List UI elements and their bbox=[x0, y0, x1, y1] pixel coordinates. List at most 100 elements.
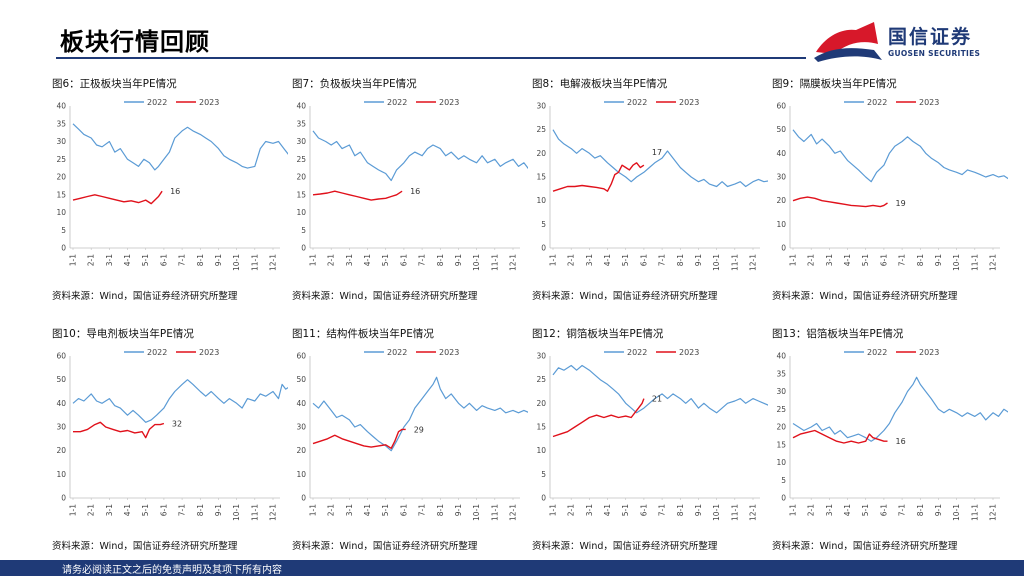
y-tick-label: 0 bbox=[301, 244, 306, 253]
x-tick-label: 2-1 bbox=[87, 254, 96, 266]
x-tick-label: 6-1 bbox=[879, 254, 888, 266]
x-tick-label: 3-1 bbox=[105, 254, 114, 266]
x-tick-label: 10-1 bbox=[952, 504, 961, 521]
end-value-label: 29 bbox=[414, 425, 424, 434]
x-tick-label: 3-1 bbox=[825, 254, 834, 266]
x-tick-label: 10-1 bbox=[232, 504, 241, 521]
series-line-2022 bbox=[312, 376, 528, 452]
y-tick-label: 15 bbox=[56, 190, 66, 199]
source-note: 资料来源：Wind，国信证券经济研究所整理 bbox=[292, 541, 478, 552]
legend-label: 2022 bbox=[147, 98, 167, 107]
x-tick-label: 2-1 bbox=[807, 254, 816, 266]
line-chart: 0 5 10 15 20 25 30 1-1 2-1 3-1 4-1 5-1 6-1 7-1 8-1 9-1 1… bbox=[536, 98, 768, 271]
x-tick-label: 9-1 bbox=[934, 504, 943, 516]
x-tick-label: 4-1 bbox=[123, 254, 132, 266]
x-tick-label: 1-1 bbox=[69, 254, 78, 266]
x-tick-label: 9-1 bbox=[934, 254, 943, 266]
y-tick-label: 15 bbox=[776, 440, 786, 449]
legend-label: 2022 bbox=[867, 98, 887, 107]
series-line-2022 bbox=[312, 130, 528, 182]
legend-label: 2023 bbox=[439, 98, 459, 107]
x-tick-label: 1-1 bbox=[69, 504, 78, 516]
y-tick-label: 5 bbox=[541, 470, 546, 479]
y-tick-label: 0 bbox=[781, 244, 786, 253]
x-tick-label: 11-1 bbox=[250, 504, 259, 521]
chart-panel: 图9：隔膜板块当年PE情况 0 10 20 30 40 50 60 1-1 2-1 3-1 4-1 5-… bbox=[772, 76, 1008, 316]
y-tick-label: 30 bbox=[56, 137, 66, 146]
x-tick-label: 12-1 bbox=[269, 254, 278, 271]
x-tick-label: 8-1 bbox=[196, 254, 205, 266]
chart-title: 图10：导电剂板块当年PE情况 bbox=[52, 328, 194, 340]
series-line-2023 bbox=[312, 428, 406, 449]
x-tick-label: 3-1 bbox=[105, 504, 114, 516]
x-tick-label: 1-1 bbox=[309, 254, 318, 266]
y-tick-label: 5 bbox=[541, 220, 546, 229]
x-tick-label: 10-1 bbox=[712, 504, 721, 521]
x-tick-label: 3-1 bbox=[585, 504, 594, 516]
y-tick-label: 30 bbox=[296, 137, 306, 146]
y-tick-label: 0 bbox=[61, 244, 66, 253]
x-tick-label: 4-1 bbox=[123, 504, 132, 516]
chart-title: 图11：结构件板块当年PE情况 bbox=[292, 328, 434, 340]
y-tick-label: 50 bbox=[776, 125, 786, 134]
x-tick-label: 11-1 bbox=[730, 504, 739, 521]
chart-panel: 图11：结构件板块当年PE情况 0 10 20 30 40 50 60 1-1 2-1 3-1 4-1… bbox=[292, 326, 528, 566]
x-tick-label: 8-1 bbox=[196, 504, 205, 516]
x-tick-label: 11-1 bbox=[490, 254, 499, 271]
title-rule bbox=[56, 57, 806, 59]
x-tick-label: 10-1 bbox=[232, 254, 241, 271]
x-tick-label: 1-1 bbox=[549, 504, 558, 516]
chart-title: 图6：正极板块当年PE情况 bbox=[52, 78, 177, 90]
line-chart: 0 10 20 30 40 50 60 1-1 2-1 3-1 4-1 5-1 6-1 7-1 8-1 9-1… bbox=[296, 348, 528, 521]
series-line-2023 bbox=[72, 190, 163, 205]
source-note: 资料来源：Wind，国信证券经济研究所整理 bbox=[772, 541, 958, 552]
logo-name: 国信证券 bbox=[888, 26, 973, 48]
x-tick-label: 7-1 bbox=[418, 504, 427, 516]
y-tick-label: 20 bbox=[776, 196, 786, 205]
x-tick-label: 2-1 bbox=[567, 254, 576, 266]
end-value-label: 16 bbox=[410, 187, 420, 196]
y-tick-label: 60 bbox=[296, 352, 306, 361]
x-tick-label: 3-1 bbox=[825, 504, 834, 516]
chart-title: 图9：隔膜板块当年PE情况 bbox=[772, 78, 897, 90]
y-tick-label: 10 bbox=[536, 446, 546, 455]
chart-panel: 图8：电解液板块当年PE情况 0 5 10 15 20 25 30 1-1 2-1 3-1 4-1 5-… bbox=[532, 76, 768, 316]
x-tick-label: 10-1 bbox=[712, 254, 721, 271]
legend-label: 2023 bbox=[919, 348, 939, 357]
series-line-2022 bbox=[552, 129, 768, 188]
x-tick-label: 6-1 bbox=[159, 504, 168, 516]
legend-label: 2022 bbox=[867, 348, 887, 357]
chart-panel: 图6：正极板块当年PE情况 0 5 10 15 20 25 30 35 40 1-1 2-1 3-1 4-… bbox=[52, 76, 288, 316]
y-tick-label: 5 bbox=[61, 226, 66, 235]
y-tick-label: 0 bbox=[61, 494, 66, 503]
y-tick-label: 30 bbox=[536, 102, 546, 111]
page-title: 板块行情回顾 bbox=[60, 28, 210, 56]
y-tick-label: 5 bbox=[781, 476, 786, 485]
x-tick-label: 5-1 bbox=[381, 504, 390, 516]
x-tick-label: 4-1 bbox=[843, 504, 852, 516]
x-tick-label: 3-1 bbox=[345, 504, 354, 516]
chart-panel: 图7：负极板块当年PE情况 0 5 10 15 20 25 30 35 40 1-1 2-1 3-1 4-… bbox=[292, 76, 528, 316]
x-tick-label: 9-1 bbox=[214, 254, 223, 266]
y-tick-label: 35 bbox=[296, 119, 306, 128]
x-tick-label: 6-1 bbox=[159, 254, 168, 266]
x-tick-label: 9-1 bbox=[454, 254, 463, 266]
y-tick-label: 10 bbox=[536, 196, 546, 205]
legend-label: 2023 bbox=[679, 348, 699, 357]
line-chart: 0 10 20 30 40 50 60 1-1 2-1 3-1 4-1 5-1 6-1 7-1 8-1 9-1… bbox=[776, 98, 1008, 271]
chart-title: 图13：铝箔板块当年PE情况 bbox=[772, 328, 904, 340]
y-tick-label: 10 bbox=[56, 470, 66, 479]
y-tick-label: 10 bbox=[56, 208, 66, 217]
line-chart: 0 5 10 15 20 25 30 35 40 1-1 2-1 3-1 4-1 5-1 6-1 7-1 8-1… bbox=[56, 98, 288, 271]
y-tick-label: 0 bbox=[301, 494, 306, 503]
y-tick-label: 50 bbox=[56, 375, 66, 384]
y-tick-label: 50 bbox=[296, 375, 306, 384]
series-line-2023 bbox=[792, 429, 888, 444]
y-tick-label: 30 bbox=[56, 423, 66, 432]
x-tick-label: 9-1 bbox=[454, 504, 463, 516]
source-note: 资料来源：Wind，国信证券经济研究所整理 bbox=[532, 291, 718, 302]
x-tick-label: 12-1 bbox=[509, 504, 518, 521]
footer-disclaimer: 请务必阅读正文之后的免责声明及其项下所有内容 bbox=[62, 565, 282, 576]
y-tick-label: 35 bbox=[776, 369, 786, 378]
footer-bar: 请务必阅读正文之后的免责声明及其项下所有内容 bbox=[0, 560, 1024, 576]
